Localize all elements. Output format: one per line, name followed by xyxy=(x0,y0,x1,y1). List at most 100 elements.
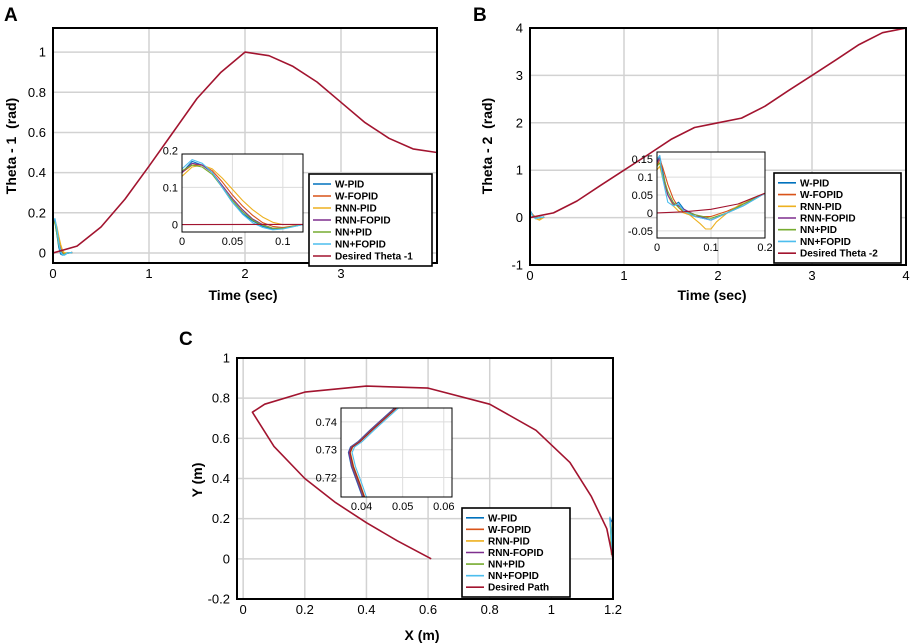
inset-y-tick-label: 0.15 xyxy=(632,154,653,166)
inset-series-nn-fopid xyxy=(351,408,399,497)
legend-label: Desired Theta -2 xyxy=(800,249,878,260)
x-axis-label: Time (sec) xyxy=(209,287,278,303)
y-tick-label: 4 xyxy=(516,21,523,36)
inset-series-nn-pid xyxy=(182,164,303,229)
y-tick-label: 0.2 xyxy=(28,205,46,220)
series-group xyxy=(530,28,906,221)
plot-frame xyxy=(236,357,614,600)
y-tick-label: 2 xyxy=(516,115,523,130)
inset-y-tick-label: 0 xyxy=(647,208,653,220)
inset-series-desired-theta-2 xyxy=(657,192,765,214)
y-tick-label: 0.8 xyxy=(212,391,230,406)
legend-label: RNN-FOPID xyxy=(488,548,544,559)
y-tick-label: 1 xyxy=(39,45,46,60)
legend-label: NN+PID xyxy=(335,228,372,239)
y-tick-label: 0.4 xyxy=(28,165,46,180)
y-tick-label: -0.2 xyxy=(208,592,230,607)
legend-label: W-PID xyxy=(335,180,364,191)
inset-x-tick-label: 0 xyxy=(654,242,660,254)
inset-y-tick-label: 0.05 xyxy=(632,190,653,202)
inset-x-tick-label: 0 xyxy=(179,236,185,248)
series-group xyxy=(53,51,437,256)
plot-frame xyxy=(52,27,438,264)
legend-label: W-FOPID xyxy=(800,190,843,201)
x-tick-label: 4 xyxy=(902,268,909,283)
inset-y-tick-label: 0.72 xyxy=(316,473,337,485)
x-tick-label: 0.6 xyxy=(419,602,437,617)
series-desired-theta-1 xyxy=(53,51,437,254)
panel-a: A 0 1 2 3 0 0.2 0.4 0.6 0.8 1 Time (sec) Theta - 1 (… xyxy=(3,5,438,303)
inset-series-w-fopid xyxy=(657,158,765,218)
legend-label: NN+FOPID xyxy=(800,237,851,248)
x-axis-label: Time (sec) xyxy=(678,287,747,303)
panel-label: B xyxy=(473,5,487,26)
legend-label: Desired Path xyxy=(488,583,549,594)
y-tick-label: 0 xyxy=(516,210,523,225)
inset-y-tick-label: -0.05 xyxy=(628,226,653,238)
y-axis-label: Theta - 1 (rad) xyxy=(3,98,19,194)
y-tick-label: 0.2 xyxy=(212,511,230,526)
legend-label: RNN-FOPID xyxy=(335,216,391,227)
inset-frame xyxy=(181,153,304,233)
inset-series-nn-fopid xyxy=(657,155,765,221)
inset-plot: 0 0.05 0.1 0 0.1 0.2 xyxy=(163,145,304,248)
legend-label: W-PID xyxy=(488,513,517,524)
inset-y-tick-label: 0.1 xyxy=(163,182,178,194)
x-tick-label: 1.2 xyxy=(604,602,622,617)
inset-y-tick-label: 0.2 xyxy=(163,145,178,157)
x-tick-label: 0 xyxy=(526,268,533,283)
legend-label: W-FOPID xyxy=(335,192,378,203)
inset-x-tick-label: 0.1 xyxy=(703,242,718,254)
y-tick-label: 3 xyxy=(516,68,523,83)
legend-label: RNN-PID xyxy=(800,202,842,213)
x-tick-label: 2 xyxy=(714,268,721,283)
inset-series-group xyxy=(347,408,399,497)
y-axis-label: Theta - 2 (rad) xyxy=(479,98,495,194)
x-tick-label: 0.2 xyxy=(296,602,314,617)
legend-label: NN+FOPID xyxy=(488,571,539,582)
inset-frame xyxy=(340,407,453,498)
y-tick-label: 0 xyxy=(39,245,46,260)
x-tick-label: 0.4 xyxy=(357,602,375,617)
inset-x-tick-label: 0.06 xyxy=(433,501,454,513)
y-tick-label: -1 xyxy=(511,258,523,273)
y-axis-label: Y (m) xyxy=(189,463,205,498)
inset-frame xyxy=(656,151,766,239)
x-axis-label: X (m) xyxy=(405,627,440,643)
inset-x-tick-label: 0.05 xyxy=(222,236,243,248)
inset-x-tick-label: 0.1 xyxy=(275,236,290,248)
legend-label: W-PID xyxy=(800,178,829,189)
series-nn-fopid xyxy=(53,218,73,256)
inset-y-tick-label: 0.73 xyxy=(316,445,337,457)
panel-c: C 0 0.2 0.4 0.6 0.8 1 1.2 -0.2 0 0.2 0.4 0.6 0.8 1 X (m… xyxy=(179,329,622,643)
y-tick-label: 0.4 xyxy=(212,471,230,486)
inset-y-tick-label: 0.74 xyxy=(316,417,337,429)
x-tick-label: 3 xyxy=(808,268,815,283)
y-tick-label: 1 xyxy=(223,351,230,366)
y-tick-label: 0 xyxy=(223,551,230,566)
x-tick-label: 0 xyxy=(49,266,56,281)
panel-label: A xyxy=(4,5,18,26)
inset-plot: 0.04 0.05 0.06 0.72 0.73 0.74 xyxy=(316,407,454,513)
inset-x-tick-label: 0.04 xyxy=(351,501,372,513)
y-tick-label: 0.6 xyxy=(212,431,230,446)
x-tick-label: 3 xyxy=(337,266,344,281)
legend-label: RNN-FOPID xyxy=(800,214,856,225)
legend: W-PIDW-FOPIDRNN-PIDRNN-FOPIDNN+PIDNN+FOP… xyxy=(461,507,571,598)
legend-label: RNN-PID xyxy=(335,204,377,215)
legend-label: Desired Theta -1 xyxy=(335,252,413,263)
legend: W-PIDW-FOPIDRNN-PIDRNN-FOPIDNN+PIDNN+FOP… xyxy=(308,173,433,267)
inset-series-desired-path xyxy=(349,408,397,497)
panel-label: C xyxy=(179,329,193,350)
y-tick-label: 0.8 xyxy=(28,85,46,100)
legend: W-PIDW-FOPIDRNN-PIDRNN-FOPIDNN+PIDNN+FOP… xyxy=(773,172,902,264)
legend-label: NN+FOPID xyxy=(335,240,386,251)
inset-x-tick-label: 0.2 xyxy=(757,242,772,254)
inset-series-group xyxy=(657,155,765,230)
legend-label: W-FOPID xyxy=(488,525,531,536)
inset-series-group xyxy=(182,159,303,231)
x-tick-label: 0.8 xyxy=(481,602,499,617)
series-desired-theta-2 xyxy=(530,28,906,219)
